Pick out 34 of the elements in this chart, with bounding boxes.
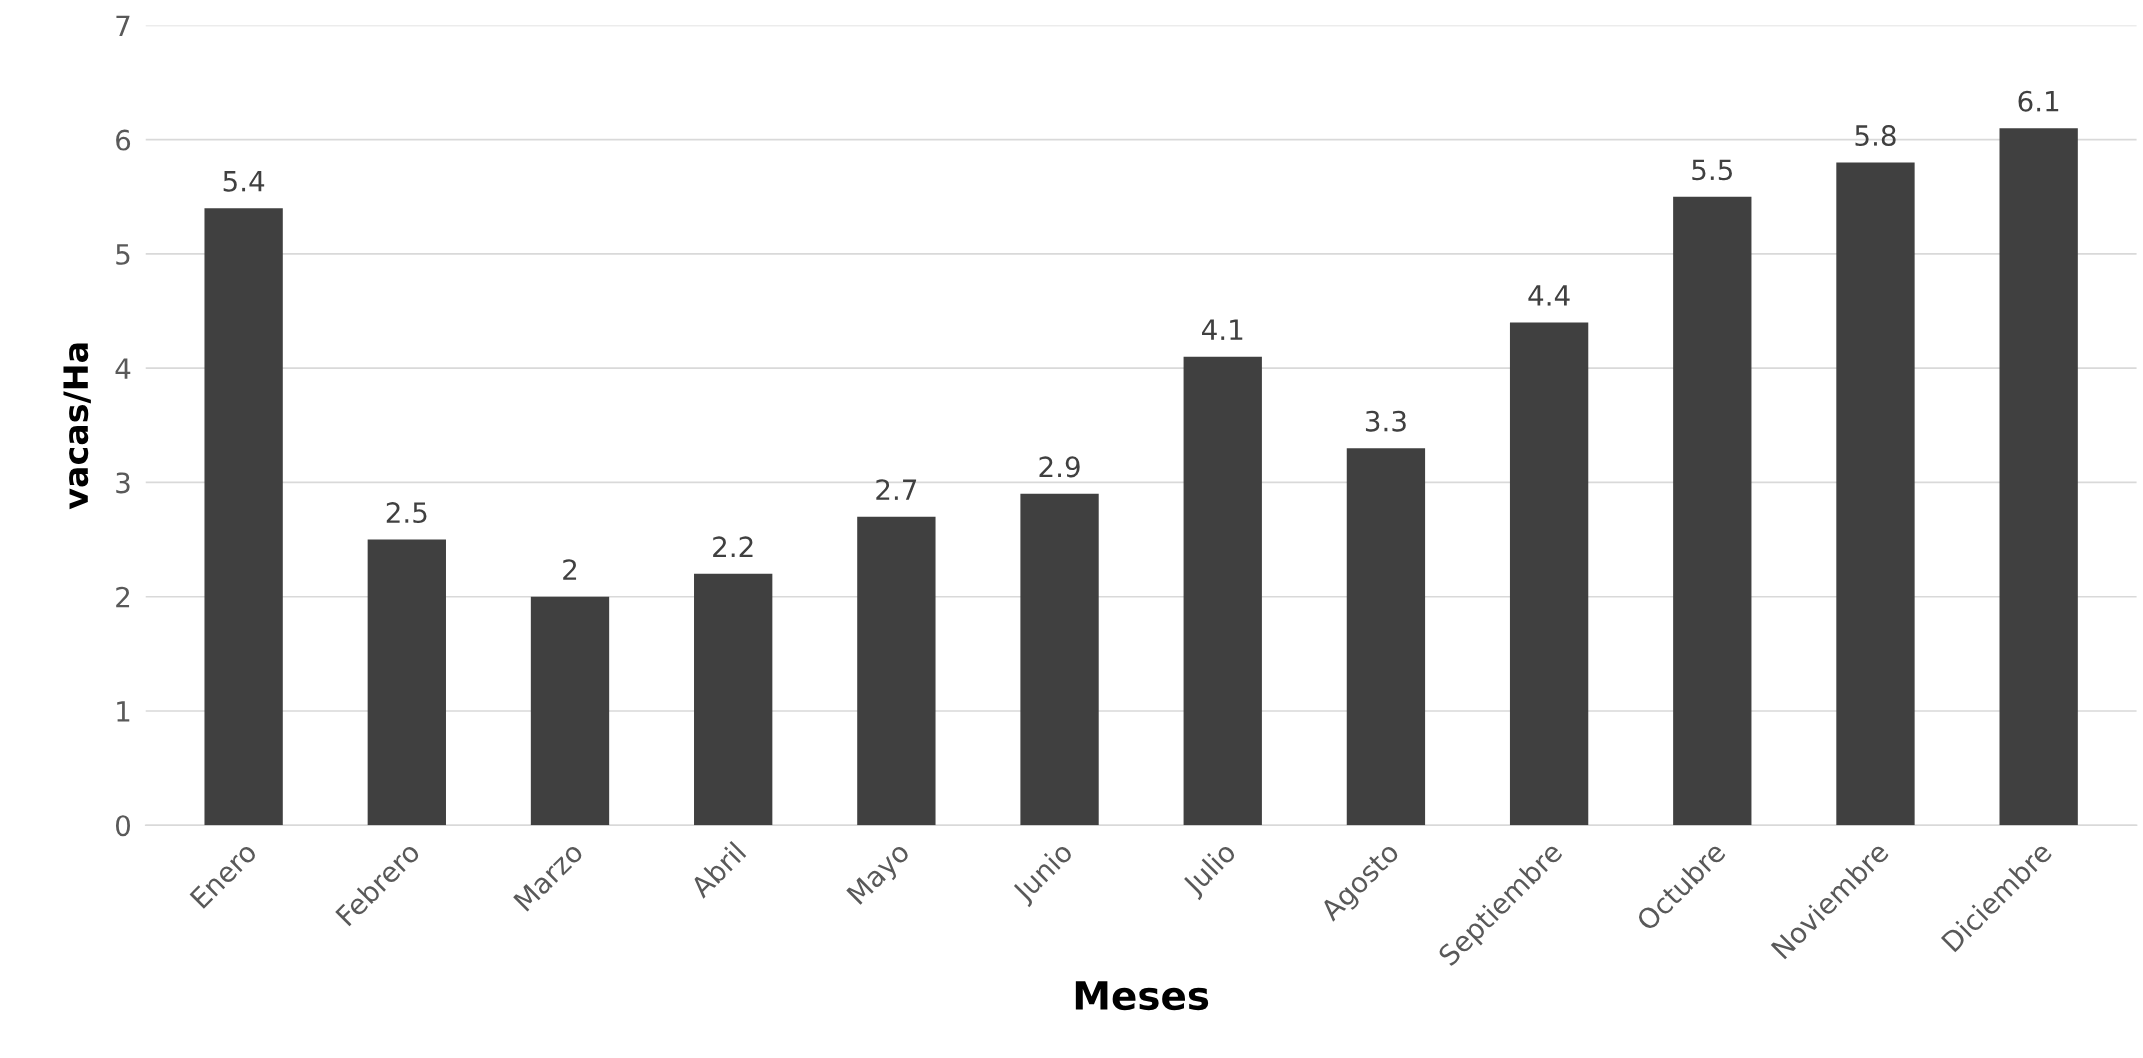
data-label: 5.4	[223, 171, 265, 192]
y-tick-label: 0	[115, 815, 130, 837]
bar	[694, 573, 773, 826]
y-tick-label: 7	[116, 15, 130, 36]
data-label: 4.1	[1202, 319, 1243, 340]
bar	[204, 208, 283, 826]
data-label: 5.5	[1692, 159, 1732, 181]
x-axis-title: Meses	[1075, 981, 1209, 1011]
data-label: 4.4	[1528, 285, 1570, 306]
data-label: 5.8	[1855, 125, 1896, 147]
y-tick-label: 1	[117, 701, 130, 722]
bar	[857, 516, 936, 826]
y-tick-label: 3	[116, 472, 130, 494]
bar	[1020, 493, 1099, 826]
y-tick-label: 4	[115, 358, 131, 379]
y-tick-label: 2	[116, 586, 130, 608]
data-label: 2.2	[713, 536, 753, 557]
data-label: 2.9	[1039, 456, 1080, 478]
data-label: 3.3	[1365, 410, 1406, 432]
data-label: 2.7	[876, 479, 917, 500]
bar	[367, 539, 446, 826]
y-axis-title: vacas/Ha	[63, 343, 91, 510]
bar	[1509, 322, 1589, 826]
bar	[530, 596, 610, 826]
data-label: 6.1	[2018, 90, 2059, 112]
bar	[1346, 448, 1426, 826]
data-label: 2	[563, 559, 577, 580]
data-label: 2.5	[386, 502, 427, 524]
bar	[1183, 356, 1262, 826]
y-tick-label: 6	[116, 129, 131, 151]
bar	[1673, 196, 1752, 826]
y-tick-label: 5	[116, 244, 130, 265]
bar	[1999, 128, 2078, 826]
bar	[1836, 162, 1915, 826]
